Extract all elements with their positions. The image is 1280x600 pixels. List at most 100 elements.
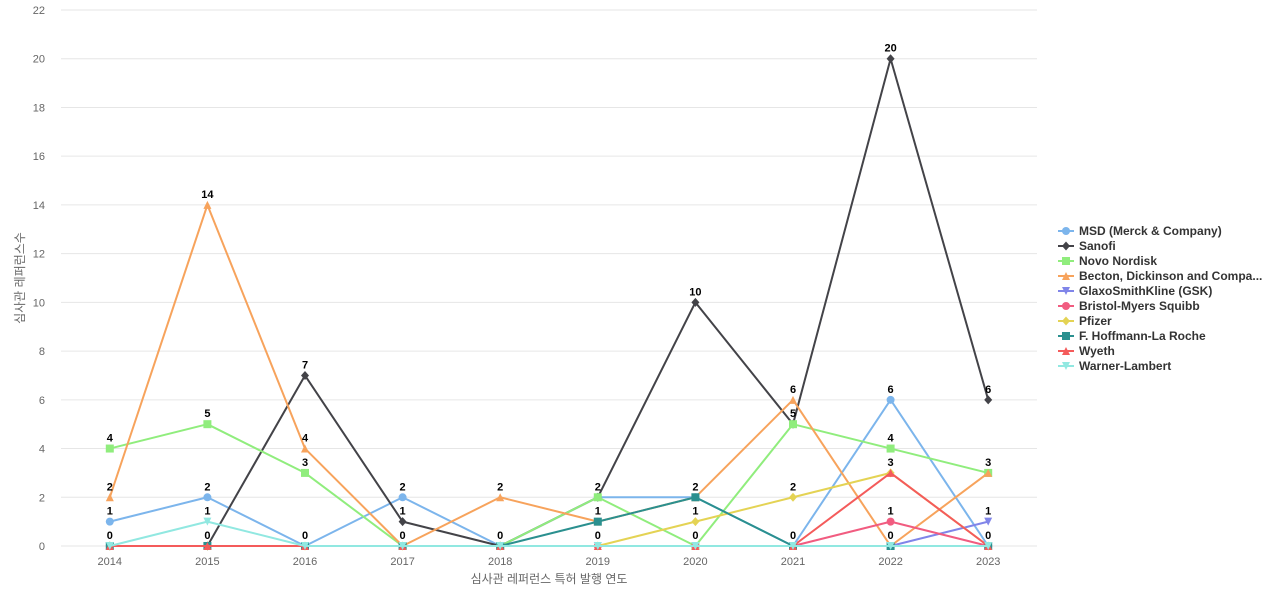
legend-item[interactable]: Pfizer — [1058, 314, 1112, 328]
x-axis: 2014 2015 2016 2017 2018 2019 2020 2021 2022 2023 — [98, 556, 1001, 568]
data-point[interactable] — [301, 444, 309, 453]
data-point[interactable] — [301, 468, 309, 477]
data-point[interactable] — [593, 493, 602, 502]
gridlines — [61, 9, 1037, 547]
data-point[interactable] — [984, 395, 993, 405]
data-point[interactable] — [301, 542, 309, 550]
data-label: 0 — [985, 530, 991, 542]
legend-item[interactable]: Sanofi — [1058, 239, 1116, 253]
data-label: 6 — [888, 384, 894, 396]
legend-marker[interactable] — [1062, 227, 1070, 235]
data-label: 1 — [985, 506, 991, 518]
data-point[interactable] — [105, 444, 114, 453]
x-tick-label: 2018 — [488, 556, 512, 568]
legend-item[interactable]: Wyeth — [1058, 344, 1115, 358]
data-point[interactable] — [886, 444, 895, 453]
data-point[interactable] — [496, 542, 505, 550]
data-label: 2 — [692, 481, 698, 493]
data-point[interactable] — [203, 420, 212, 429]
data-label: 0 — [107, 530, 113, 542]
data-point[interactable] — [789, 420, 797, 429]
legend-marker[interactable] — [1062, 241, 1070, 251]
x-tick-label: 2023 — [976, 556, 1000, 568]
data-label: 2 — [497, 481, 503, 493]
data-point[interactable] — [203, 542, 212, 550]
data-point[interactable] — [301, 370, 309, 380]
data-point[interactable] — [886, 395, 895, 404]
data-label: 7 — [302, 359, 308, 371]
data-point[interactable] — [886, 517, 895, 526]
data-label: 3 — [888, 457, 894, 469]
legend-item[interactable]: F. Hoffmann-La Roche — [1058, 329, 1206, 343]
data-point[interactable] — [789, 395, 797, 404]
data-label: 2 — [204, 481, 210, 493]
x-axis-title: 심사관 레퍼런스 특허 발행 연도 — [471, 571, 628, 586]
data-point[interactable] — [203, 200, 212, 209]
data-point[interactable] — [886, 542, 895, 550]
data-point[interactable] — [398, 517, 407, 527]
x-tick-label: 2014 — [98, 556, 122, 568]
data-label: 0 — [692, 530, 698, 542]
legend-marker[interactable] — [1062, 316, 1070, 326]
legend-marker[interactable] — [1062, 287, 1070, 295]
y-tick-label: 22 — [33, 5, 45, 17]
series-0 — [105, 395, 993, 550]
data-label: 6 — [985, 384, 991, 396]
data-point[interactable] — [398, 493, 407, 502]
data-point[interactable] — [691, 493, 700, 502]
legend-marker[interactable] — [1062, 257, 1070, 265]
legend-item[interactable]: GlaxoSmithKline (GSK) — [1058, 284, 1212, 298]
legend-marker[interactable] — [1062, 362, 1070, 370]
data-point[interactable] — [984, 468, 993, 477]
data-point[interactable] — [691, 542, 700, 550]
series-line — [109, 398, 990, 547]
data-label: 1 — [692, 506, 698, 518]
data-point[interactable] — [984, 542, 993, 550]
legend-label: Novo Nordisk — [1079, 254, 1157, 268]
data-point[interactable] — [496, 493, 505, 502]
legend-marker[interactable] — [1062, 272, 1070, 280]
data-label: 0 — [790, 530, 796, 542]
series-lines — [105, 54, 993, 551]
data-point[interactable] — [203, 517, 212, 526]
legend-item[interactable]: Bristol-Myers Squibb — [1058, 299, 1200, 313]
data-label: 0 — [400, 530, 406, 542]
data-label: 4 — [302, 433, 309, 445]
data-label: 1 — [400, 506, 406, 518]
legend-item[interactable]: Becton, Dickinson and Compa... — [1058, 269, 1262, 283]
legend-item[interactable]: Novo Nordisk — [1058, 254, 1157, 268]
legend-item[interactable]: Warner-Lambert — [1058, 359, 1171, 373]
data-point[interactable] — [886, 468, 895, 477]
data-point[interactable] — [691, 517, 700, 527]
data-point[interactable] — [593, 542, 602, 550]
y-axis-title: 심사관 레퍼런스수 — [13, 232, 27, 324]
legend-marker[interactable] — [1062, 332, 1070, 340]
y-axis: 0 2 4 6 8 10 12 14 16 18 20 22 — [33, 5, 45, 553]
data-label: 3 — [302, 457, 308, 469]
data-label: 0 — [204, 530, 210, 542]
legend-marker[interactable] — [1062, 347, 1070, 355]
data-label: 2 — [790, 481, 796, 493]
data-point[interactable] — [105, 493, 114, 502]
data-label: 0 — [595, 530, 601, 542]
data-label: 1 — [595, 506, 601, 518]
legend-marker[interactable] — [1062, 302, 1070, 310]
data-point[interactable] — [398, 542, 407, 550]
y-tick-label: 16 — [33, 151, 45, 163]
data-point[interactable] — [789, 542, 797, 550]
series-9 — [105, 517, 993, 550]
data-point[interactable] — [886, 54, 895, 64]
data-point[interactable] — [203, 493, 212, 502]
data-point[interactable] — [593, 517, 602, 526]
data-point[interactable] — [105, 542, 114, 550]
y-tick-label: 10 — [33, 297, 45, 309]
data-point[interactable] — [789, 492, 797, 502]
data-point[interactable] — [984, 517, 993, 526]
legend-item[interactable]: MSD (Merck & Company) — [1058, 224, 1222, 238]
data-labels: 4210145210743021020210102106520206431063… — [107, 43, 992, 542]
data-point[interactable] — [105, 517, 114, 526]
y-tick-label: 12 — [33, 249, 45, 261]
data-point[interactable] — [691, 297, 700, 307]
